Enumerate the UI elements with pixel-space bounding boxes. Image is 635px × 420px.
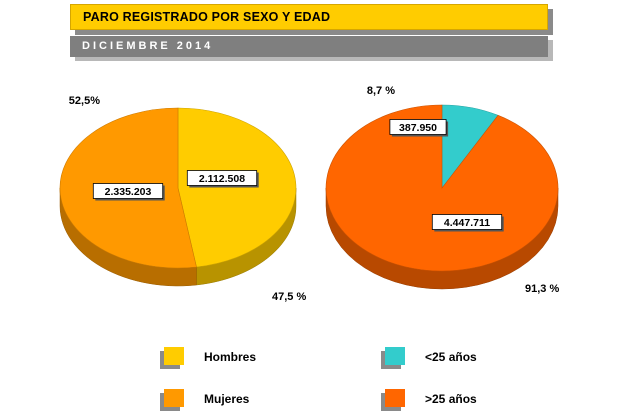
- pie-edad-value-label-1: 4.447.711: [444, 217, 490, 229]
- pie-edad-percent-label-1: 91,3 %: [525, 283, 559, 295]
- legend-swatch-mayores-25: [385, 389, 405, 407]
- pie-sexo-value-label-1: 2.335.203: [105, 186, 152, 198]
- pie-edad-value-box-1: [431, 214, 503, 230]
- pie-sexo-percent-label-0: 47,5 %: [272, 291, 306, 303]
- legend-swatch-mujeres: [164, 389, 184, 407]
- pie-sexo-slice-0: [177, 107, 297, 268]
- legend-swatch-hombres: [164, 347, 184, 365]
- pie-sexo-value-label-0: 2.112.508: [199, 173, 245, 185]
- pie-sexo-value-box-1: [92, 183, 164, 199]
- legend-label-mayores-25: >25 años: [425, 392, 477, 406]
- legend-label-hombres: Hombres: [204, 350, 257, 364]
- pie-sexo-percent-label-1: 52,5%: [69, 95, 100, 107]
- chart-subtitle: DICIEMBRE 2014: [82, 40, 214, 52]
- pie-edad-value-box-0: [389, 119, 447, 135]
- pie-sexo-value-box-0: [186, 170, 258, 186]
- legend-label-mujeres: Mujeres: [204, 392, 250, 406]
- chart-title-bar: PARO REGISTRADO POR SEXO Y EDAD: [70, 4, 548, 30]
- legend-swatch-menores-25: [385, 347, 405, 365]
- legend-label-menores-25: <25 años: [425, 350, 477, 364]
- pie-edad-value-label-0: 387.950: [399, 122, 437, 134]
- pie-edad-percent-label-0: 8,7 %: [367, 85, 395, 97]
- chart-subtitle-bar: DICIEMBRE 2014: [70, 36, 548, 57]
- chart-title: PARO REGISTRADO POR SEXO Y EDAD: [83, 10, 331, 24]
